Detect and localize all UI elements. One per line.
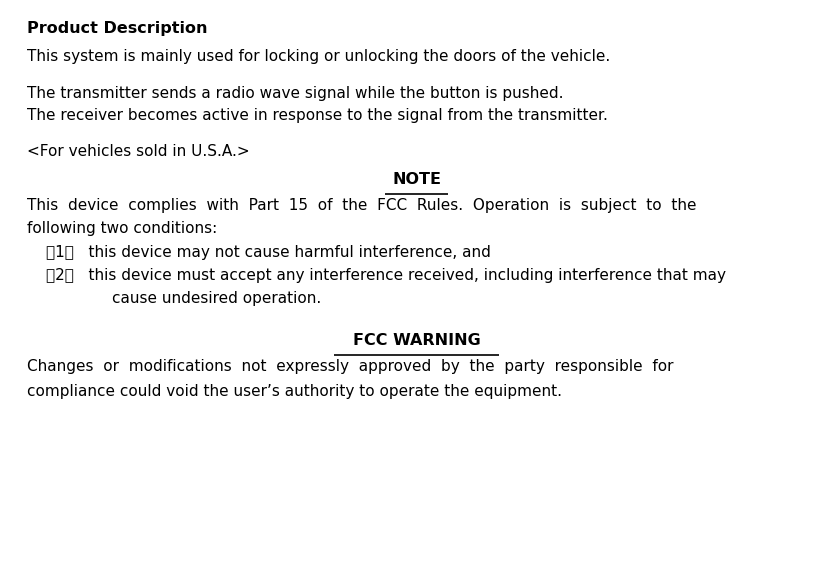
- Text: following two conditions:: following two conditions:: [27, 221, 217, 236]
- Text: NOTE: NOTE: [392, 172, 441, 187]
- Text: The transmitter sends a radio wave signal while the button is pushed.: The transmitter sends a radio wave signa…: [27, 86, 564, 101]
- Text: （1）   this device may not cause harmful interference, and: （1） this device may not cause harmful in…: [46, 245, 491, 260]
- Text: FCC WARNING: FCC WARNING: [352, 333, 481, 349]
- Text: <For vehicles sold in U.S.A.>: <For vehicles sold in U.S.A.>: [27, 144, 250, 160]
- Text: This system is mainly used for locking or unlocking the doors of the vehicle.: This system is mainly used for locking o…: [27, 49, 611, 64]
- Text: This  device  complies  with  Part  15  of  the  FCC  Rules.  Operation  is  sub: This device complies with Part 15 of the…: [27, 198, 697, 213]
- Text: compliance could void the user’s authority to operate the equipment.: compliance could void the user’s authori…: [27, 384, 562, 399]
- Text: cause undesired operation.: cause undesired operation.: [112, 291, 322, 307]
- Text: Product Description: Product Description: [27, 21, 208, 36]
- Text: The receiver becomes active in response to the signal from the transmitter.: The receiver becomes active in response …: [27, 108, 608, 123]
- Text: Changes  or  modifications  not  expressly  approved  by  the  party  responsibl: Changes or modifications not expressly a…: [27, 359, 674, 374]
- Text: （2）   this device must accept any interference received, including interference : （2） this device must accept any interfer…: [46, 268, 726, 283]
